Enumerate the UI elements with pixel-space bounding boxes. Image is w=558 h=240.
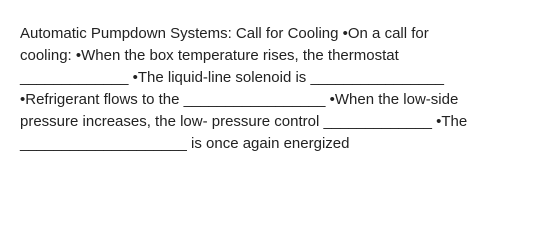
page: Automatic Pumpdown Systems: Call for Coo… (20, 23, 550, 155)
text-line: Automatic Pumpdown Systems: Call for Coo… (20, 25, 429, 42)
text-line: cooling: •When the box temperature rises… (20, 47, 399, 64)
text-line: •Refrigerant flows to the ______________… (20, 91, 459, 108)
text-line: _____________ •The liquid-line solenoid … (20, 69, 444, 86)
question-text: Automatic Pumpdown Systems: Call for Coo… (20, 23, 550, 155)
text-line: ____________________ is once again energ… (20, 135, 350, 152)
text-line: pressure increases, the low- pressure co… (20, 113, 468, 130)
